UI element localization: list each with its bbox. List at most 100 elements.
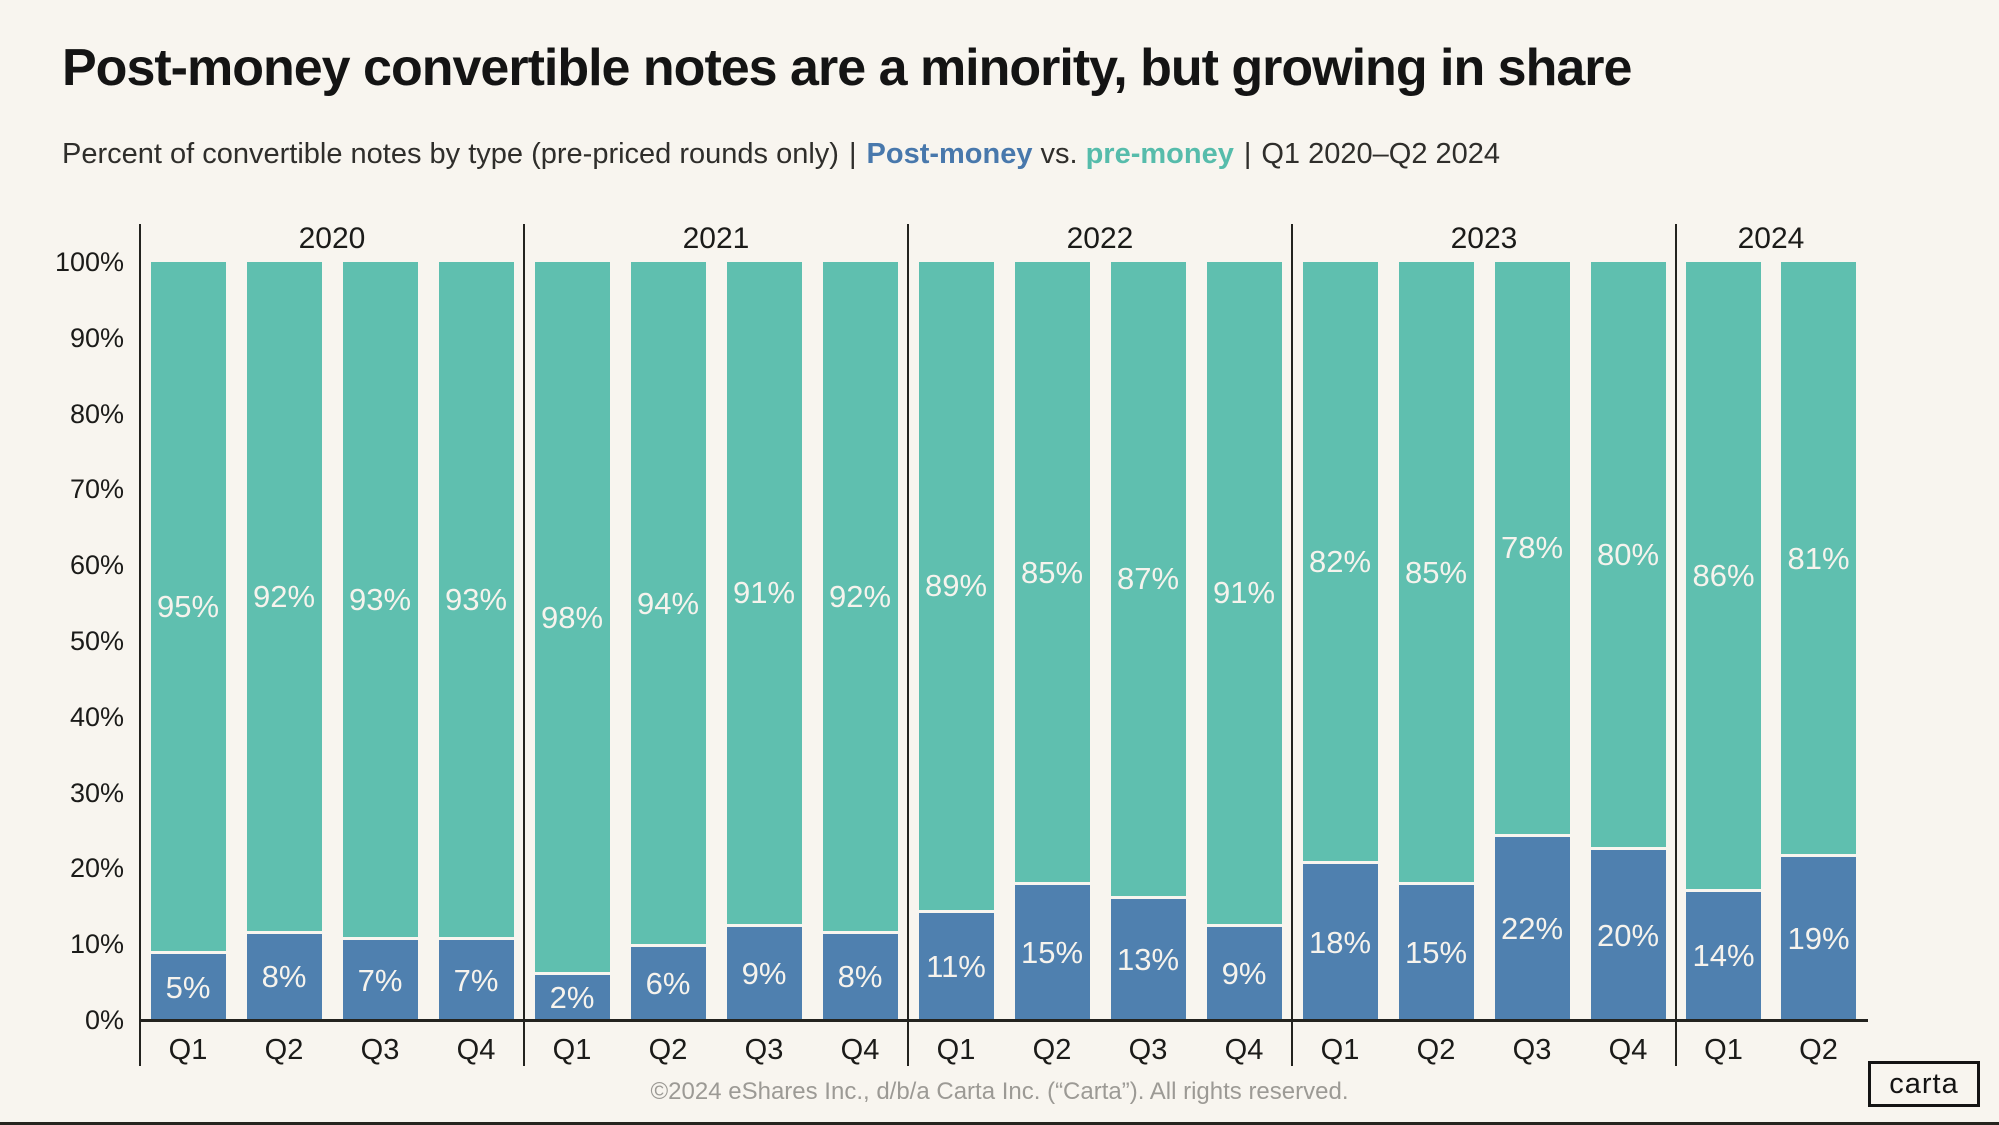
bar-segment-post-money: 14% — [1686, 888, 1761, 1020]
bar-value-label-pre-money: 95% — [156, 589, 220, 625]
stacked-bar-2020-Q4: 93% 7% — [438, 262, 514, 1020]
stacked-bar-2023-Q3: 78% 22% — [1494, 262, 1570, 1020]
subtitle-separator: | — [1243, 138, 1252, 170]
bar-segment-post-money: 7% — [342, 937, 418, 1020]
bar-value-label-post-money: 8% — [837, 959, 883, 995]
x-axis-quarter-label: Q3 — [1128, 1034, 1168, 1066]
year-label: 2023 — [1450, 222, 1518, 255]
y-axis-tick-label: 40% — [69, 701, 124, 732]
bar-value-label-post-money: 13% — [1116, 941, 1180, 977]
bar-segment-pre-money: 92% — [246, 262, 322, 931]
subtitle-post-money-label: Post-money — [866, 138, 1033, 170]
x-axis-quarter-label: Q2 — [264, 1034, 304, 1066]
bar-segment-pre-money: 93% — [438, 262, 514, 938]
bar-segment-post-money: 22% — [1494, 833, 1570, 1020]
bar-segment-post-money: 6% — [630, 944, 706, 1020]
x-axis-quarter-label: Q1 — [936, 1034, 976, 1066]
x-axis-quarter-label: Q1 — [1320, 1034, 1360, 1066]
bottom-edge-line — [0, 1122, 1999, 1125]
x-axis-quarter-label: Q2 — [1416, 1034, 1456, 1066]
bar-value-label-pre-money: 92% — [252, 578, 316, 614]
bar-value-label-post-money: 7% — [453, 962, 499, 998]
bar-segment-post-money: 9% — [726, 923, 802, 1020]
bar-segment-pre-money: 85% — [1398, 262, 1474, 883]
bar-segment-post-money: 2% — [534, 972, 610, 1020]
bar-segment-post-money: 20% — [1590, 847, 1666, 1020]
stacked-bar-2020-Q3: 93% 7% — [342, 262, 418, 1020]
stacked-bar-2022-Q4: 91% 9% — [1206, 262, 1282, 1020]
bar-segment-pre-money: 82% — [1302, 262, 1378, 862]
bar-segment-pre-money: 95% — [150, 262, 226, 952]
stacked-bar-2023-Q4: 80% 20% — [1590, 262, 1666, 1020]
bar-value-label-post-money: 11% — [926, 948, 986, 984]
year-separator-line — [1291, 224, 1293, 1066]
bar-segment-post-money: 7% — [438, 937, 514, 1020]
bar-segment-pre-money: 78% — [1494, 262, 1570, 834]
bar-value-label-pre-money: 86% — [1692, 557, 1755, 593]
carta-logo: carta — [1868, 1061, 1980, 1107]
bar-segment-pre-money: 98% — [534, 262, 610, 973]
y-axis-tick-label: 10% — [69, 929, 124, 960]
x-axis-quarter-label: Q4 — [840, 1034, 880, 1066]
bar-segment-post-money: 11% — [918, 909, 994, 1020]
y-axis-tick-label: 0% — [84, 1005, 124, 1035]
x-axis-line — [139, 1019, 1868, 1022]
bar-value-label-post-money: 2% — [549, 980, 595, 1016]
year-label: 2024 — [1737, 222, 1805, 255]
bar-value-label-pre-money: 94% — [636, 585, 700, 621]
bar-value-label-post-money: 22% — [1500, 910, 1564, 946]
bar-value-label-pre-money: 89% — [924, 568, 988, 604]
y-axis-tick-label: 90% — [69, 322, 124, 353]
stacked-bar-2021-Q4: 92% 8% — [822, 262, 898, 1020]
bar-segment-pre-money: 91% — [1206, 262, 1282, 924]
stacked-bar-2021-Q3: 91% 9% — [726, 262, 802, 1020]
bar-value-label-pre-money: 93% — [348, 582, 412, 618]
bar-segment-post-money: 18% — [1302, 861, 1378, 1020]
subtitle-description: Percent of convertible notes by type (pr… — [62, 138, 839, 170]
subtitle-separator: | — [848, 138, 857, 170]
bar-value-label-post-money: 14% — [1692, 938, 1755, 974]
chart-title: Post-money convertible notes are a minor… — [62, 39, 1632, 97]
x-axis-quarter-label: Q1 — [552, 1034, 592, 1066]
bar-value-label-pre-money: 80% — [1596, 537, 1660, 573]
stacked-bar-2021-Q2: 94% 6% — [630, 262, 706, 1020]
bar-segment-post-money: 9% — [1206, 923, 1282, 1020]
x-axis-quarter-label: Q2 — [1799, 1034, 1838, 1066]
x-axis-quarter-label: Q4 — [1224, 1034, 1264, 1066]
year-label: 2022 — [1066, 222, 1134, 255]
bar-value-label-pre-money: 91% — [732, 575, 796, 611]
bar-value-label-post-money: 15% — [1404, 935, 1468, 971]
bar-value-label-pre-money: 78% — [1500, 530, 1564, 566]
x-axis-quarter-label: Q1 — [168, 1034, 208, 1066]
x-axis-quarter-label: Q1 — [1704, 1034, 1743, 1066]
stacked-bar-2022-Q1: 89% 11% — [918, 262, 994, 1020]
stacked-bar-2024-Q2: 81% 19% — [1781, 262, 1856, 1020]
y-axis-tick-label: 80% — [69, 398, 124, 429]
bar-segment-pre-money: 80% — [1590, 262, 1666, 848]
year-separator-line — [1675, 224, 1677, 1066]
subtitle-pre-money-label: pre-money — [1085, 138, 1234, 170]
x-axis-quarter-label: Q3 — [360, 1034, 400, 1066]
y-axis-tick-label: 60% — [69, 550, 124, 581]
bar-segment-pre-money: 86% — [1686, 262, 1761, 889]
bar-segment-pre-money: 85% — [1014, 262, 1090, 883]
bar-value-label-post-money: 8% — [261, 959, 307, 995]
stacked-bar-2021-Q1: 98% 2% — [534, 262, 610, 1020]
bar-value-label-post-money: 9% — [741, 955, 787, 991]
y-axis-tick-label: 50% — [69, 626, 124, 656]
bar-segment-pre-money: 81% — [1781, 262, 1856, 855]
bar-value-label-post-money: 20% — [1596, 917, 1660, 953]
bar-value-label-pre-money: 87% — [1116, 561, 1180, 597]
bar-value-label-pre-money: 82% — [1308, 544, 1372, 580]
bar-value-label-post-money: 15% — [1020, 935, 1084, 971]
stacked-bar-2024-Q1: 86% 14% — [1686, 262, 1761, 1020]
stacked-bar-2023-Q1: 82% 18% — [1302, 262, 1378, 1020]
bar-value-label-post-money: 9% — [1221, 955, 1267, 991]
year-separator-line — [523, 224, 525, 1066]
y-axis-tick-label: 70% — [69, 474, 124, 505]
x-axis-quarter-label: Q2 — [648, 1034, 688, 1066]
bar-value-label-pre-money: 92% — [828, 578, 892, 614]
bar-value-label-post-money: 18% — [1308, 924, 1372, 960]
bar-segment-post-money: 8% — [246, 930, 322, 1020]
